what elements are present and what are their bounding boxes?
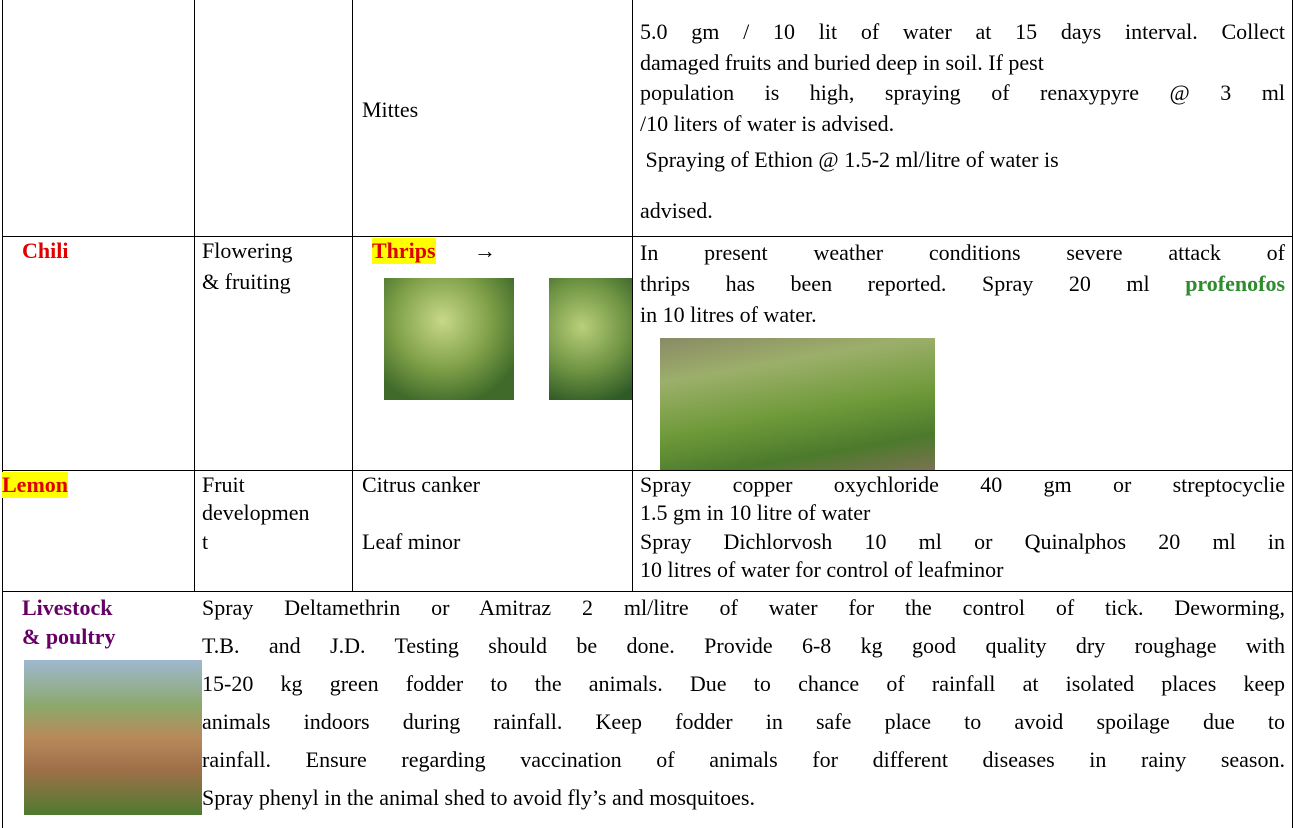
advice-line: population is high, spraying of renaxypy…: [640, 80, 1285, 106]
advice-line: animals indoors during rainfall. Keep fo…: [202, 709, 1285, 735]
crop: Chili: [22, 238, 68, 264]
border: [194, 0, 195, 592]
border: [352, 0, 353, 592]
border: [2, 591, 1293, 592]
advice-line: advised.: [640, 198, 713, 224]
border: [632, 0, 633, 592]
advice-line: Spraying of Ethion @ 1.5-2 ml/litre of w…: [640, 147, 1059, 173]
page: Mittes 5.0 gm / 10 lit of water at 15 da…: [0, 0, 1293, 828]
advice-line: damaged fruits and buried deep in soil. …: [640, 50, 1044, 76]
pest: Citrus canker: [362, 472, 480, 498]
advice-line: 1.5 gm in 10 litre of water: [640, 500, 870, 526]
advice-line: in 10 litres of water.: [640, 302, 817, 328]
advice-line: rainfall. Ensure regarding vaccination o…: [202, 747, 1285, 773]
advice-line: Spray phenyl in the animal shed to avoid…: [202, 785, 755, 811]
advice-line: In present weather conditions severe att…: [640, 240, 1285, 266]
thrips-photo: [384, 278, 514, 400]
advice-line: T.B. and J.D. Testing should be done. Pr…: [202, 633, 1285, 659]
advice-line: Spray copper oxychloride 40 gm or strept…: [640, 472, 1285, 498]
advice-line: Spray Deltamethrin or Amitraz 2 ml/litre…: [202, 595, 1285, 621]
advice-line: 15-20 kg green fodder to the animals. Du…: [202, 671, 1285, 697]
stage-line: t: [202, 529, 208, 555]
border: [2, 470, 1293, 471]
chemical: profenofos: [1185, 271, 1285, 296]
crop-line: Livestock: [22, 595, 112, 621]
advice-line: Spray Dichlorvosh 10 ml or Quinalphos 20…: [640, 529, 1285, 555]
crop: Lemon: [2, 472, 68, 498]
stage-line: & fruiting: [202, 269, 291, 295]
border: [2, 236, 1293, 237]
chili-photo: [660, 338, 935, 470]
stage-line: Fruit: [202, 472, 245, 498]
crop-line: & poultry: [22, 624, 116, 650]
livestock-photo: [24, 660, 202, 815]
stage-line: developmen: [202, 500, 310, 526]
thrips-photo: [549, 278, 632, 400]
advice-line: 5.0 gm / 10 lit of water at 15 days inte…: [640, 19, 1285, 45]
pest: Mittes: [362, 97, 418, 123]
border: [2, 0, 3, 828]
advice-line: /10 liters of water is advised.: [640, 111, 894, 137]
pest: Leaf minor: [362, 529, 460, 555]
pest: Thrips: [372, 238, 436, 264]
advice-line: thrips has been reported. Spray 20 ml pr…: [640, 271, 1285, 297]
stage-line: Flowering: [202, 238, 292, 264]
advice-line: 10 litres of water for control of leafmi…: [640, 557, 1003, 583]
advice-text: thrips has been reported. Spray 20 ml: [640, 271, 1150, 296]
arrow: →: [474, 238, 496, 264]
